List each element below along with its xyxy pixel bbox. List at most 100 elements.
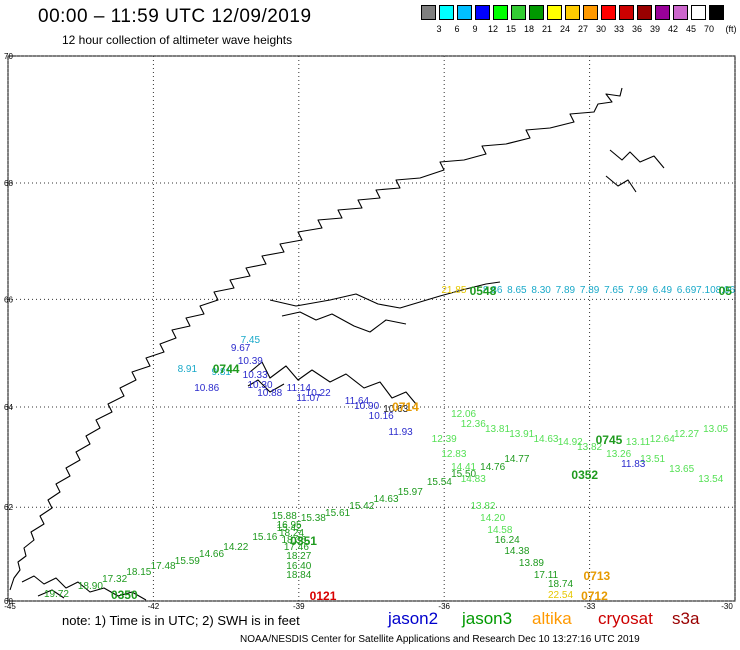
latitude-labels: 70 68 66 64 62 60 [4, 52, 13, 606]
wave-height-value: 15.42 [349, 501, 375, 513]
wave-height-value: 13.65 [669, 464, 695, 476]
page-subtitle: 12 hour collection of altimeter wave hei… [62, 33, 293, 47]
footer-note: note: 1) Time is in UTC; 2) SWH is in fe… [62, 613, 300, 628]
color-scale-label: 42 [667, 24, 679, 34]
wave-height-value: 10.33 [242, 369, 268, 381]
color-scale-swatch [511, 5, 526, 20]
wave-height-value: 16.24 [494, 534, 520, 546]
longitude-label: -39 [293, 602, 305, 610]
satellite-legend-s3a: s3a [672, 609, 700, 628]
wave-height-map: 70 68 66 64 62 60 -45 -42 -39 -36 -33 -30 [4, 52, 736, 610]
color-scale-label: 27 [577, 24, 589, 34]
wave-height-value: 13.81 [484, 424, 511, 436]
satellite-legend-jason2: jason2 [388, 609, 439, 628]
coastline-south-tip [21, 575, 147, 601]
wave-height-value: 17.32 [102, 574, 128, 586]
wave-height-value: 21.85 [441, 284, 467, 296]
coastline-northeast [605, 149, 665, 193]
wave-height-value: 8.30 [531, 284, 551, 296]
wave-height-value: 14.38 [504, 546, 530, 558]
wave-height-value: 17.48 [150, 560, 176, 572]
color-scale-label: 33 [613, 24, 625, 34]
wave-height-value: 16.40 [286, 560, 312, 572]
wave-height-value: 14.58 [487, 525, 513, 537]
wave-height-value: 10.16 [368, 411, 394, 423]
color-scale-label: 3 [436, 24, 442, 34]
wave-height-value: 13.05 [703, 424, 729, 436]
satellite-legend-altika: altika [532, 609, 572, 628]
latitude-label: 68 [4, 179, 13, 188]
wave-height-value: 7.99 [628, 284, 648, 296]
coastline-main [9, 87, 623, 591]
wave-height-value: 17.46 [283, 541, 309, 553]
wave-height-value: 10.63 [383, 403, 409, 415]
wave-height-value: 7.45 [240, 334, 261, 346]
coastline-fjords [269, 281, 501, 333]
wave-height-value: 13.82 [577, 441, 603, 453]
pass-time-label: 0352 [571, 468, 599, 483]
color-scale-swatch [421, 5, 436, 20]
color-scale-swatch [457, 5, 472, 20]
pass-time-label: 0350 [110, 588, 138, 603]
wave-height-value: 11.14 [286, 382, 311, 394]
longitude-label: -36 [438, 602, 450, 610]
color-scale-label: 6 [454, 24, 460, 34]
color-scale-swatch [655, 5, 670, 20]
color-scale-swatch [673, 5, 688, 20]
color-scale-label: 39 [649, 24, 661, 34]
pass-time-label: 0744 [212, 362, 240, 377]
wave-height-value: 18.24 [279, 527, 305, 539]
color-scale-swatch [691, 5, 706, 20]
pass-time-label: 0714 [392, 400, 419, 414]
wave-height-value: 14.76 [480, 461, 506, 473]
wave-height-value: 16.95 [276, 520, 302, 532]
wave-height-value: 11.83 [621, 459, 646, 471]
wave-height-value: 12.06 [451, 408, 477, 420]
satellite-legend-jason3: jason3 [462, 609, 513, 628]
wave-height-value: 10.22 [305, 387, 331, 399]
wave-height-value: 6.69 [676, 284, 697, 296]
color-scale-label: 18 [523, 24, 535, 34]
color-scale-swatch [547, 5, 562, 20]
wave-height-value: 18.90 [77, 581, 103, 593]
map-grid [7, 55, 736, 602]
wave-height-value: 10.39 [237, 356, 263, 368]
color-scale-swatch [637, 5, 652, 20]
pass-time-label: 0712 [581, 588, 608, 603]
wave-height-value: 12.27 [674, 429, 700, 441]
wave-height-value: 14.77 [504, 454, 530, 466]
pass-time-label: 0713 [583, 568, 611, 583]
wave-height-value: 7.89 [555, 284, 576, 296]
wave-height-value: 12.39 [431, 434, 457, 446]
coastline-southeast [247, 361, 417, 405]
wave-height-value: 14.66 [199, 548, 225, 560]
wave-height-value: 11.07 [296, 393, 321, 405]
color-scale-unit: (ft) [725, 24, 737, 34]
wave-height-value: 6.49 [652, 284, 673, 296]
pass-time-label: 0745 [595, 433, 623, 448]
wave-height-value: 9.81 [211, 366, 231, 378]
color-scale-label: 15 [505, 24, 517, 34]
wave-height-value: 12.64 [649, 434, 675, 446]
wave-height-value: 22.54 [548, 589, 574, 601]
pass-time-label: 0121 [309, 588, 337, 603]
wave-height-value: 15.88 [271, 510, 297, 522]
wave-height-value: 14.92 [557, 436, 583, 448]
wave-height-value: 8.65 [507, 284, 527, 296]
color-scale-swatch [619, 5, 634, 20]
pass-time-label: 0351 [290, 533, 317, 548]
greenland-coastline [9, 87, 665, 601]
longitude-label: -45 [4, 602, 16, 610]
color-scale-swatch [583, 5, 598, 20]
wave-height-value: 15.16 [252, 532, 278, 544]
satellite-legend-cryosat: cryosat [598, 609, 653, 628]
wave-height-value: 14.20 [480, 513, 506, 525]
wave-height-value: 17.11 [533, 569, 559, 581]
color-scale-label: 36 [631, 24, 643, 34]
wave-height-value: 15.61 [325, 508, 351, 520]
footer-credit: NOAA/NESDIS Center for Satellite Applica… [240, 634, 640, 645]
longitude-label: -33 [584, 602, 596, 610]
wave-height-value: 18.74 [548, 579, 574, 590]
color-scale-label: 9 [472, 24, 478, 34]
wave-height-value: 7.89 [579, 284, 600, 296]
